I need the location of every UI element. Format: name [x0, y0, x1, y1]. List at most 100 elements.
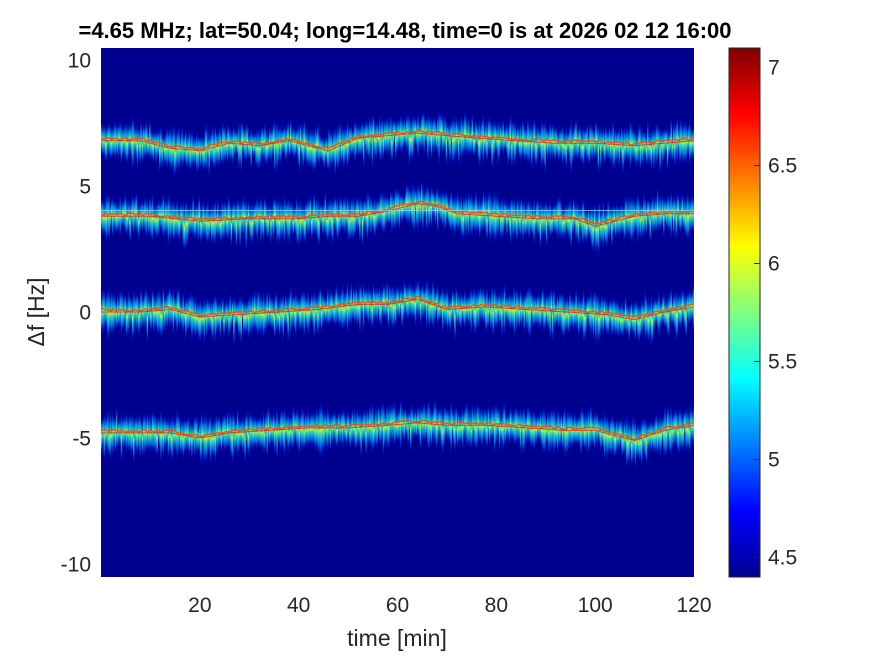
band-column — [569, 198, 571, 242]
band-column — [464, 196, 466, 230]
band-column — [243, 299, 245, 337]
band-column — [480, 123, 482, 158]
band-column — [353, 126, 355, 155]
band-column — [375, 202, 377, 231]
band-column — [490, 293, 492, 332]
band-column — [152, 203, 155, 235]
band-column — [487, 117, 490, 155]
band-column — [653, 200, 655, 234]
band-column — [287, 293, 289, 343]
band-column — [496, 193, 498, 237]
band-column — [104, 125, 107, 163]
band-column — [225, 203, 228, 239]
band-column — [691, 193, 693, 234]
band-column — [126, 123, 129, 165]
band-column — [306, 414, 308, 446]
band-column — [481, 197, 483, 232]
band-column — [637, 301, 639, 341]
band-column — [219, 127, 221, 161]
band-column — [145, 417, 147, 452]
band-column — [295, 129, 297, 158]
band-column — [354, 406, 356, 452]
band-column — [397, 407, 399, 444]
band-column — [307, 130, 309, 168]
band-column — [110, 197, 113, 228]
band-column — [383, 406, 386, 450]
band-column — [287, 410, 289, 454]
band-column — [560, 292, 562, 334]
band-column — [612, 118, 614, 173]
band-column — [288, 196, 291, 245]
band-column — [312, 126, 314, 174]
band-column — [274, 195, 276, 236]
band-column — [451, 115, 454, 166]
band-column — [470, 285, 472, 335]
band-column — [582, 287, 585, 345]
band-column — [589, 293, 591, 333]
band-column — [359, 198, 361, 244]
band-column — [430, 114, 433, 163]
band-column — [269, 204, 271, 231]
band-column — [601, 415, 603, 447]
band-column — [141, 126, 144, 165]
band-ridge — [101, 200, 694, 226]
band-column — [229, 128, 231, 163]
band-column — [474, 126, 476, 157]
band-column — [580, 127, 582, 164]
band-column — [596, 409, 598, 449]
band-column — [516, 198, 518, 245]
band-column — [487, 294, 490, 329]
band-column — [147, 203, 150, 236]
band-column — [690, 128, 692, 160]
band-column — [105, 414, 108, 450]
band-column — [689, 118, 691, 167]
band-column — [166, 290, 168, 332]
band-column — [659, 126, 661, 175]
band-column — [155, 414, 157, 456]
band-column — [159, 200, 161, 230]
band-column — [110, 288, 113, 338]
band-column — [274, 296, 276, 341]
band-column — [684, 409, 686, 438]
band-column — [538, 415, 540, 441]
band-column — [402, 120, 404, 150]
band-column — [492, 119, 494, 163]
band-column — [206, 123, 208, 173]
band-column — [559, 416, 561, 449]
band-column — [154, 296, 156, 329]
band-column — [182, 198, 184, 251]
band-column — [218, 413, 220, 449]
band-column — [529, 285, 532, 338]
band-column — [328, 295, 330, 327]
band-column — [235, 417, 238, 450]
band-column — [275, 128, 277, 159]
band-column — [239, 198, 241, 250]
band-column — [674, 123, 676, 169]
band-column — [435, 122, 438, 153]
band-column — [230, 413, 233, 461]
band-column — [464, 287, 466, 332]
band-column — [335, 196, 338, 238]
band-column — [508, 201, 511, 237]
band-column — [264, 296, 266, 336]
band-column — [197, 298, 199, 338]
signal-band-1 — [101, 109, 694, 180]
band-column — [138, 296, 140, 338]
band-column — [460, 412, 462, 443]
y-tick-label: -10 — [61, 553, 91, 576]
band-column — [512, 118, 514, 158]
band-column — [303, 288, 305, 339]
band-column — [440, 289, 443, 322]
band-column — [339, 291, 341, 329]
band-column — [380, 120, 382, 164]
band-column — [684, 293, 686, 332]
band-column — [260, 291, 262, 337]
band-column — [290, 118, 292, 158]
band-column — [274, 412, 276, 455]
band-column — [185, 294, 187, 341]
band-column — [551, 289, 554, 343]
band-column — [239, 418, 241, 448]
band-column — [102, 287, 104, 335]
band-column — [379, 283, 381, 327]
band-column — [248, 199, 250, 232]
